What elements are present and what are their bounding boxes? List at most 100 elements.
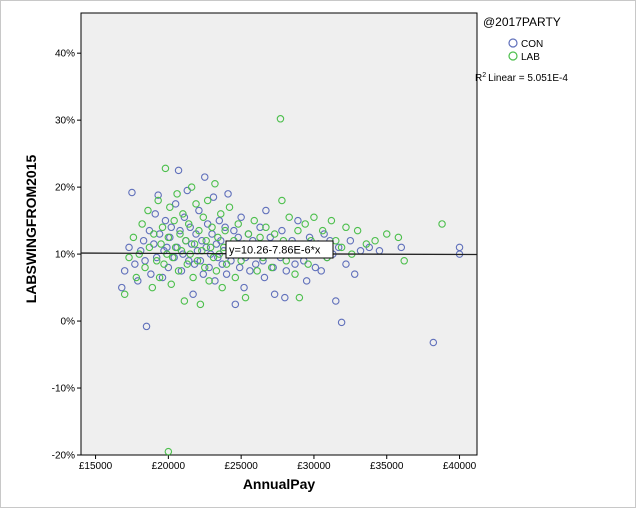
legend-title: @2017PARTY <box>483 15 561 29</box>
point-con <box>251 260 260 268</box>
point-lab <box>141 263 149 272</box>
point-lab <box>192 200 200 208</box>
point-con <box>350 270 359 278</box>
point-con <box>214 253 222 262</box>
point-con <box>294 216 302 225</box>
point-con <box>167 223 176 232</box>
point-con <box>158 273 167 282</box>
point-lab <box>304 260 312 268</box>
point-lab <box>158 223 167 232</box>
point-con <box>221 223 229 232</box>
point-con <box>317 267 325 275</box>
point-lab <box>221 226 229 235</box>
point-con <box>230 226 238 235</box>
x-tick-label: £15000 <box>79 461 113 472</box>
point-lab <box>187 183 196 191</box>
point-con <box>196 257 205 265</box>
point-con <box>174 166 183 175</box>
point-con <box>120 267 129 275</box>
point-con <box>302 277 311 285</box>
point-con <box>334 243 343 252</box>
point-lab <box>231 273 240 282</box>
point-lab <box>193 257 202 265</box>
point-lab <box>211 180 219 188</box>
point-con <box>211 277 219 285</box>
point-lab <box>371 236 379 245</box>
y-axis: 40% 30% 20% 10% 0% -10% -20% <box>52 49 81 462</box>
point-lab <box>202 236 210 245</box>
point-lab <box>157 240 165 248</box>
point-lab <box>135 250 143 258</box>
point-lab <box>353 226 362 235</box>
point-con <box>332 297 340 305</box>
point-con <box>176 226 184 235</box>
point-con <box>161 216 170 225</box>
point-lab <box>150 230 158 238</box>
x-tick-label: £30000 <box>297 461 331 472</box>
point-con <box>222 270 231 278</box>
point-lab <box>189 273 197 282</box>
y-tick-label: -20% <box>52 451 75 462</box>
point-lab <box>132 273 141 282</box>
point-lab <box>382 230 391 238</box>
point-lab <box>164 447 173 456</box>
legend: @2017PARTY CON LAB R2 Linear = 5.051E-4 <box>475 15 568 84</box>
r2-legend-entry: R2 Linear = 5.051E-4 <box>475 72 568 84</box>
point-lab <box>190 240 199 248</box>
point-lab <box>171 243 180 252</box>
point-con <box>262 206 270 215</box>
point-lab <box>161 164 170 173</box>
point-lab <box>301 220 309 228</box>
point-lab <box>394 233 403 242</box>
x-tick-label: £20000 <box>152 461 186 472</box>
r2-value: Linear = 5.051E-4 <box>488 73 568 84</box>
point-con <box>142 322 151 331</box>
legend-label-lab: LAB <box>521 52 540 63</box>
point-lab <box>164 233 173 242</box>
point-con <box>186 223 194 232</box>
point-lab <box>294 226 302 235</box>
point-con <box>171 200 180 208</box>
point-lab <box>206 243 215 252</box>
point-con <box>231 300 240 309</box>
point-con <box>180 213 189 222</box>
point-lab <box>208 223 216 232</box>
point-con <box>128 188 136 197</box>
point-lab <box>234 220 242 228</box>
point-lab <box>195 226 203 235</box>
point-lab <box>184 220 193 228</box>
point-lab <box>225 203 234 211</box>
point-con <box>397 243 406 252</box>
point-lab <box>337 243 346 252</box>
x-tick-label: £40000 <box>443 461 477 472</box>
point-lab <box>120 290 129 299</box>
point-lab <box>176 230 184 238</box>
point-lab <box>267 263 276 272</box>
point-lab <box>222 260 231 268</box>
point-lab <box>250 216 259 225</box>
point-con <box>189 290 197 299</box>
point-con <box>205 263 213 272</box>
point-lab <box>218 283 226 292</box>
point-con <box>209 193 218 201</box>
point-con <box>281 293 289 302</box>
point-lab <box>342 223 350 232</box>
point-con <box>147 270 155 278</box>
point-con <box>177 267 186 275</box>
point-con <box>342 260 350 268</box>
point-lab <box>170 216 178 225</box>
y-tick-label: 40% <box>55 49 75 60</box>
point-con <box>246 267 254 275</box>
point-lab <box>295 293 304 302</box>
point-lab <box>155 273 164 282</box>
point-lab <box>217 210 225 218</box>
point-con <box>187 240 196 248</box>
legend-marker-con <box>508 38 518 48</box>
point-lab <box>212 267 221 275</box>
point-con <box>201 173 209 181</box>
x-axis: £15000 £20000 £25000 £30000 £35000 £40000 <box>79 455 477 472</box>
point-lab <box>129 233 138 242</box>
x-tick-label: £35000 <box>370 461 404 472</box>
point-lab <box>174 267 183 275</box>
